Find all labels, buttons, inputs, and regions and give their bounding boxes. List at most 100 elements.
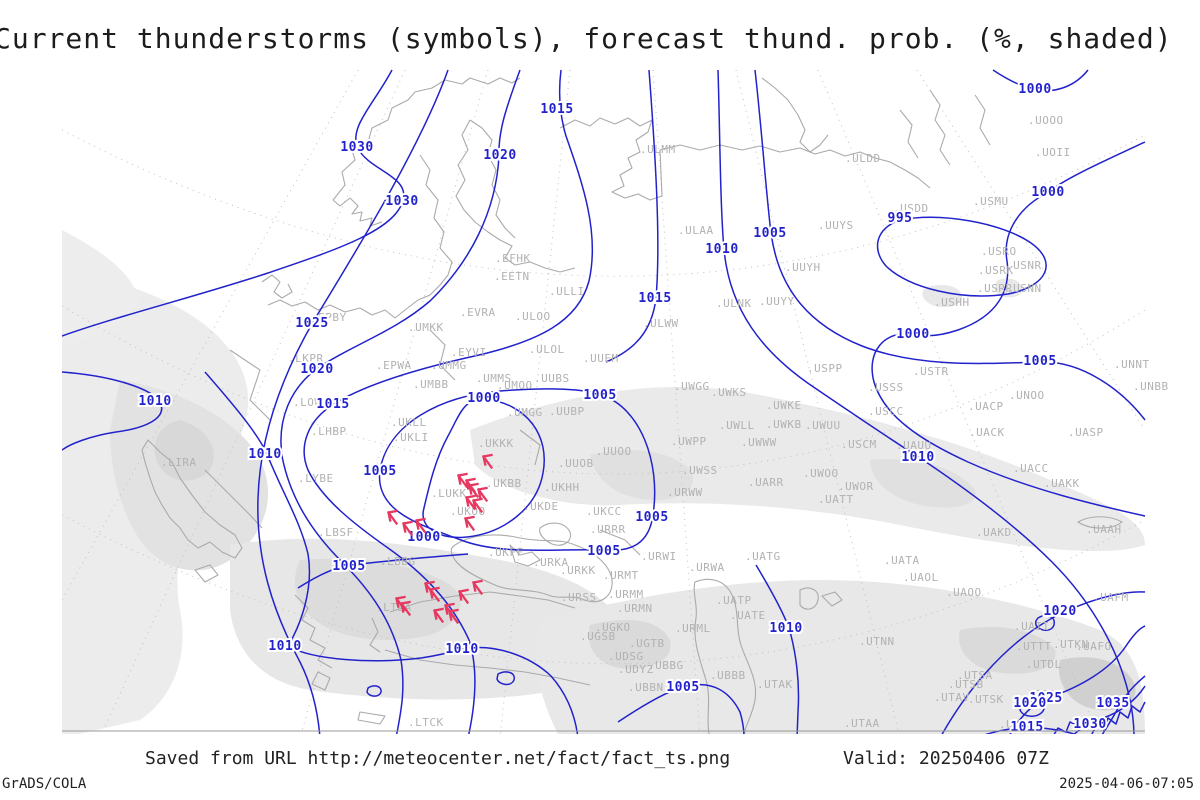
station-label: .UAKD (976, 526, 1012, 539)
station-label: .UUYY (759, 295, 795, 308)
isobar-label: 1015 (316, 397, 349, 412)
station-label: .UDSG (608, 650, 644, 663)
isobar-line (1101, 675, 1146, 734)
isobar-label: 1005 (753, 226, 786, 241)
station-label: .UMGG (507, 406, 543, 419)
coastline (294, 594, 386, 725)
isobar-line (378, 388, 656, 552)
station-label: .LOWW (293, 396, 329, 409)
station-label: .URMT (603, 569, 639, 582)
station-label: .UTNN (859, 635, 895, 648)
isobar-label: 1035 (1096, 696, 1129, 711)
isobar-label: 1015 (540, 102, 573, 117)
footer-note: Saved from URL http://meteocenter.net/fa… (145, 748, 731, 769)
station-label: .UOII (1035, 146, 1071, 159)
station-label: .UNBB (1133, 380, 1169, 393)
isobar-label: 1030 (340, 140, 373, 155)
station-label: .URMN (617, 602, 653, 615)
graticule (62, 69, 1146, 734)
coastline (267, 299, 396, 319)
isobar-line (422, 398, 545, 539)
isobar-line (1073, 685, 1146, 734)
station-label: .USNN (1006, 282, 1042, 295)
isobar-lines (62, 69, 1146, 734)
station-label: .UKHH (544, 481, 580, 494)
station-label: .UKDE (523, 500, 559, 513)
station-label: .EFHK (495, 252, 531, 265)
station-label: .UWKS (711, 386, 747, 399)
shading-region (62, 230, 140, 345)
station-label: .ULDD (845, 152, 881, 165)
isobar-label: 1025 (1029, 691, 1062, 706)
isobar-line (1034, 614, 1055, 631)
station-label: .EPWA (376, 359, 412, 372)
timestamp-label: 2025-04-06-07:05 (1059, 776, 1194, 792)
coastline (394, 154, 453, 319)
station-label: .UGTB (629, 637, 665, 650)
station-label: .UTDD (1021, 688, 1057, 701)
station-label: .UTTT (1016, 640, 1052, 653)
isobar-label: 1010 (248, 447, 281, 462)
probability-shading (62, 230, 1145, 734)
station-label: .USNR (1006, 259, 1042, 272)
station-label: .LIRA (161, 456, 197, 469)
station-label: .URWI (641, 550, 677, 563)
station-label: .URRR (590, 523, 626, 536)
coastline (229, 329, 641, 556)
station-label: .UMBB (413, 378, 449, 391)
station-label: .UNOO (1009, 389, 1045, 402)
isobar-label: 1005 (332, 559, 365, 574)
isobar-label: 1005 (666, 680, 699, 695)
coastline (455, 119, 576, 273)
isobar-label: 1020 (1043, 604, 1076, 619)
station-label: .USCM (841, 438, 877, 451)
isobar-line (1019, 701, 1045, 717)
station-label: .UWOO (803, 467, 839, 480)
coastline (1077, 516, 1123, 529)
station-label: .LTCK (408, 716, 444, 729)
station-label: .ULOO (515, 310, 551, 323)
station-label: .UWPP (671, 435, 707, 448)
coastline (693, 578, 757, 734)
station-label: .ULWW (643, 317, 679, 330)
coastline (509, 544, 541, 567)
station-label: .UAOO (946, 586, 982, 599)
isobar-line (62, 371, 163, 451)
station-label: .UATE (730, 609, 766, 622)
station-label: .USPP (807, 362, 843, 375)
station-label: .LBBG (380, 555, 416, 568)
isobar-label: 1000 (896, 327, 929, 342)
station-label: .URKA (533, 556, 569, 569)
station-label: .URWW (667, 486, 703, 499)
station-label: .ULAA (678, 224, 714, 237)
station-label: .UATA (884, 554, 920, 567)
shading-region (536, 580, 1145, 734)
station-label: .UWOR (838, 480, 874, 493)
coastline (332, 77, 521, 201)
station-label: .USCC (868, 405, 904, 418)
map-title: Current thunderstorms (symbols), forecas… (0, 22, 1173, 55)
isobar-label: 1010 (901, 450, 934, 465)
generator-label: GrADS/COLA (2, 776, 87, 792)
station-labels: .ULMM .ULAA .ULDD .EFHK .EETN .ULLI .EVRA .ULOO… (161, 114, 1169, 731)
station-label: .LHBP (311, 425, 347, 438)
station-label: .UUBP (549, 405, 585, 418)
valid-label: Valid: 20250406 07Z (843, 748, 1049, 769)
station-label: .UUOO (596, 445, 632, 458)
coastline (799, 587, 843, 610)
isobar-label: 1000 (467, 391, 500, 406)
isobar-label: 1005 (587, 544, 620, 559)
station-label: .USMU (973, 195, 1009, 208)
shading-region (154, 420, 214, 481)
isobar-label: 1015 (638, 291, 671, 306)
station-label: .UTAK (757, 678, 793, 691)
station-label: .USRK (978, 264, 1014, 277)
station-label: .EYVI (451, 346, 487, 359)
station-label: .ULMM (640, 143, 676, 156)
station-label: .UWUU (805, 419, 841, 432)
station-label: .UUBS (534, 372, 570, 385)
station-label: .UARR (748, 476, 784, 489)
isobar-label: 1010 (445, 642, 478, 657)
station-label: .USTR (913, 365, 949, 378)
station-label: .ULLI (549, 285, 585, 298)
